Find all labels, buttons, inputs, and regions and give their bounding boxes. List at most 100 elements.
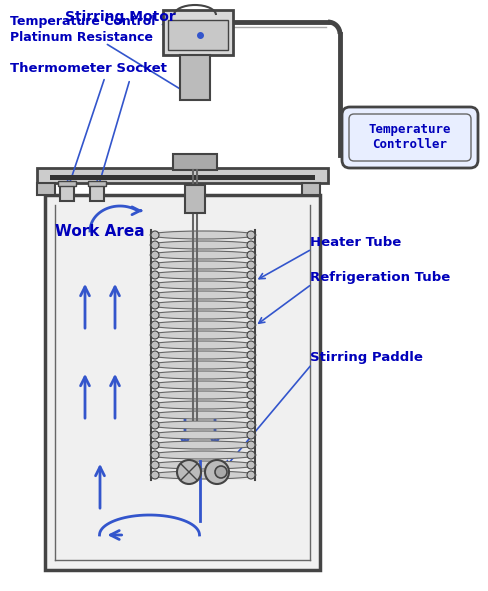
FancyBboxPatch shape [37,183,55,195]
Circle shape [177,460,201,484]
Circle shape [247,331,255,339]
Circle shape [247,231,255,239]
Ellipse shape [150,371,256,379]
Circle shape [247,461,255,469]
Ellipse shape [150,431,256,439]
Circle shape [247,381,255,389]
Circle shape [247,471,255,479]
FancyBboxPatch shape [58,181,76,186]
Circle shape [151,321,159,329]
Circle shape [247,441,255,449]
Ellipse shape [150,321,256,329]
Circle shape [151,471,159,479]
Ellipse shape [150,261,256,269]
FancyBboxPatch shape [60,183,74,201]
FancyBboxPatch shape [185,185,205,213]
Circle shape [247,451,255,459]
Ellipse shape [150,341,256,349]
Circle shape [247,321,255,329]
FancyBboxPatch shape [180,55,210,100]
Circle shape [151,361,159,369]
Ellipse shape [150,301,256,309]
Circle shape [151,441,159,449]
Circle shape [247,341,255,349]
Circle shape [247,281,255,289]
FancyBboxPatch shape [50,175,315,180]
Circle shape [151,461,159,469]
Circle shape [151,451,159,459]
Text: Stirring Paddle: Stirring Paddle [310,351,423,364]
Circle shape [151,241,159,249]
Circle shape [247,361,255,369]
Circle shape [151,341,159,349]
Circle shape [247,411,255,419]
Circle shape [151,381,159,389]
Circle shape [151,331,159,339]
Ellipse shape [150,281,256,289]
Circle shape [247,291,255,299]
Text: Stirring Motor: Stirring Motor [65,10,176,24]
Circle shape [247,301,255,309]
FancyBboxPatch shape [88,181,106,186]
Circle shape [151,291,159,299]
Circle shape [247,431,255,439]
Circle shape [151,301,159,309]
Circle shape [247,251,255,259]
FancyBboxPatch shape [151,230,255,480]
Circle shape [151,251,159,259]
Circle shape [151,401,159,409]
Circle shape [247,311,255,319]
FancyBboxPatch shape [45,195,320,570]
FancyBboxPatch shape [163,10,233,55]
Circle shape [151,351,159,359]
Ellipse shape [150,461,256,469]
Circle shape [247,421,255,429]
Ellipse shape [150,421,256,429]
Circle shape [215,466,227,478]
FancyBboxPatch shape [342,107,478,168]
Ellipse shape [150,401,256,409]
Circle shape [151,271,159,279]
Ellipse shape [150,251,256,259]
Circle shape [205,460,229,484]
Circle shape [151,421,159,429]
Circle shape [247,371,255,379]
Circle shape [151,391,159,399]
Circle shape [151,261,159,269]
Ellipse shape [150,391,256,399]
FancyBboxPatch shape [302,183,320,195]
Text: Work Area: Work Area [55,224,144,239]
Ellipse shape [150,441,256,449]
Text: Thermometer Socket: Thermometer Socket [10,62,167,75]
FancyBboxPatch shape [168,20,228,50]
Circle shape [151,431,159,439]
Circle shape [151,311,159,319]
Ellipse shape [150,361,256,369]
Circle shape [151,371,159,379]
Ellipse shape [150,241,256,249]
Circle shape [151,411,159,419]
Ellipse shape [150,351,256,359]
FancyBboxPatch shape [37,168,328,183]
Circle shape [151,231,159,239]
Circle shape [247,391,255,399]
Ellipse shape [150,291,256,299]
Circle shape [247,401,255,409]
Circle shape [151,281,159,289]
Text: Temperature
Controller: Temperature Controller [369,124,451,151]
Ellipse shape [150,411,256,419]
Ellipse shape [150,271,256,279]
Ellipse shape [150,231,256,239]
Circle shape [247,261,255,269]
FancyBboxPatch shape [173,154,217,170]
FancyBboxPatch shape [90,183,104,201]
Ellipse shape [150,331,256,339]
Text: Temperature Control
Platinum Resistance: Temperature Control Platinum Resistance [10,15,155,44]
Circle shape [247,351,255,359]
Text: Heater Tube: Heater Tube [310,236,401,249]
Circle shape [247,271,255,279]
Ellipse shape [150,451,256,459]
Ellipse shape [150,471,256,479]
Text: Refrigeration Tube: Refrigeration Tube [310,271,450,284]
Circle shape [247,241,255,249]
